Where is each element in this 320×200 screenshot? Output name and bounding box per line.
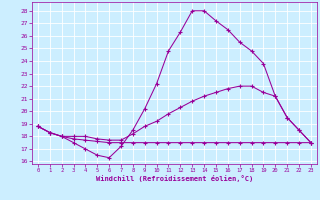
X-axis label: Windchill (Refroidissement éolien,°C): Windchill (Refroidissement éolien,°C) [96, 175, 253, 182]
